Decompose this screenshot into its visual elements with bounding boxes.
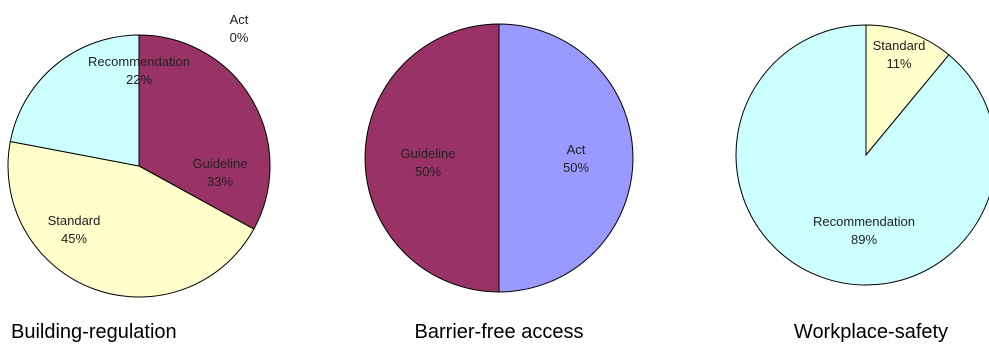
chart-title: Building-regulation — [11, 321, 177, 343]
slice-label-guideline: Guideline — [193, 156, 248, 171]
slice-label-act: Act — [230, 12, 249, 27]
slice-value-standard: 11% — [886, 56, 911, 71]
slice-value-act: 0% — [230, 30, 249, 45]
pie-slice-act — [498, 23, 634, 293]
slice-value-guideline: 50% — [415, 164, 441, 179]
slice-label-standard: Standard — [48, 213, 101, 228]
chart-title: Workplace-safety — [794, 321, 948, 343]
pie-chart-barrier-free-access: Act 50% Guideline 50% Barrier-free acces… — [364, 23, 634, 343]
pie-chart-building-regulation: Act 0% Guideline 33% Standard 45% Recomm… — [7, 12, 271, 343]
pie-slice-guideline — [138, 34, 271, 230]
pie-slices — [7, 34, 271, 298]
pie-chart-workplace-safety: Standard 11% Recommendation 89% Workplac… — [735, 24, 989, 343]
pie-slice-standard — [7, 140, 255, 298]
slice-label-act: Act — [567, 142, 586, 157]
slice-value-guideline: 33% — [207, 174, 233, 189]
slice-label-recommendation: Recommendation — [88, 54, 190, 69]
pie-slices — [364, 23, 634, 293]
pie-slice-recommendation — [9, 34, 140, 167]
pie-slice-recommendation — [735, 24, 989, 286]
slice-label-guideline: Guideline — [401, 146, 456, 161]
pie-slice-guideline — [364, 23, 500, 293]
chart-title: Barrier-free access — [415, 321, 584, 343]
slice-value-recommendation: 22% — [126, 72, 152, 87]
pie-slices — [735, 24, 989, 286]
slice-label-recommendation: Recommendation — [813, 214, 915, 229]
slice-value-recommendation: 89% — [851, 232, 877, 247]
slice-value-standard: 45% — [61, 231, 87, 246]
pie-slice-standard — [865, 24, 950, 157]
slice-value-act: 50% — [563, 160, 589, 175]
slice-label-standard: Standard — [873, 38, 926, 53]
